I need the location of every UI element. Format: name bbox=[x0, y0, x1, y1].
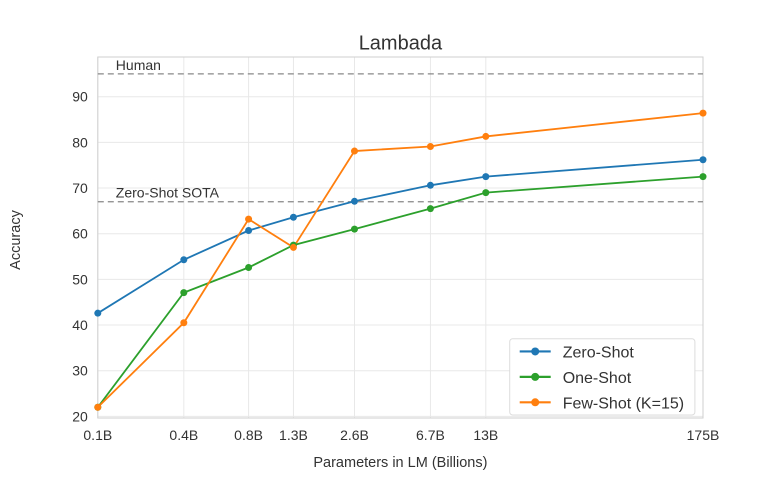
svg-text:Accuracy: Accuracy bbox=[8, 209, 24, 269]
svg-text:6.7B: 6.7B bbox=[416, 427, 445, 443]
svg-text:1.3B: 1.3B bbox=[279, 427, 308, 443]
svg-text:60: 60 bbox=[72, 226, 88, 242]
svg-text:Lambada: Lambada bbox=[359, 32, 443, 54]
svg-text:175B: 175B bbox=[687, 427, 720, 443]
svg-text:40: 40 bbox=[72, 317, 88, 333]
svg-text:13B: 13B bbox=[473, 427, 498, 443]
svg-text:Zero-Shot SOTA: Zero-Shot SOTA bbox=[116, 185, 220, 201]
svg-text:0.4B: 0.4B bbox=[169, 427, 198, 443]
svg-text:Few-Shot (K=15): Few-Shot (K=15) bbox=[563, 395, 684, 412]
svg-text:Parameters in LM (Billions): Parameters in LM (Billions) bbox=[313, 455, 487, 471]
svg-text:90: 90 bbox=[72, 89, 88, 105]
svg-text:0.8B: 0.8B bbox=[234, 427, 263, 443]
svg-text:80: 80 bbox=[72, 134, 88, 150]
svg-text:One-Shot: One-Shot bbox=[563, 370, 632, 387]
svg-text:Human: Human bbox=[116, 57, 161, 73]
svg-text:70: 70 bbox=[72, 180, 88, 196]
svg-text:50: 50 bbox=[72, 271, 88, 287]
svg-text:2.6B: 2.6B bbox=[340, 427, 369, 443]
svg-text:Zero-Shot: Zero-Shot bbox=[563, 344, 635, 361]
svg-text:20: 20 bbox=[72, 408, 88, 424]
svg-text:0.1B: 0.1B bbox=[83, 427, 112, 443]
svg-text:30: 30 bbox=[72, 363, 88, 379]
